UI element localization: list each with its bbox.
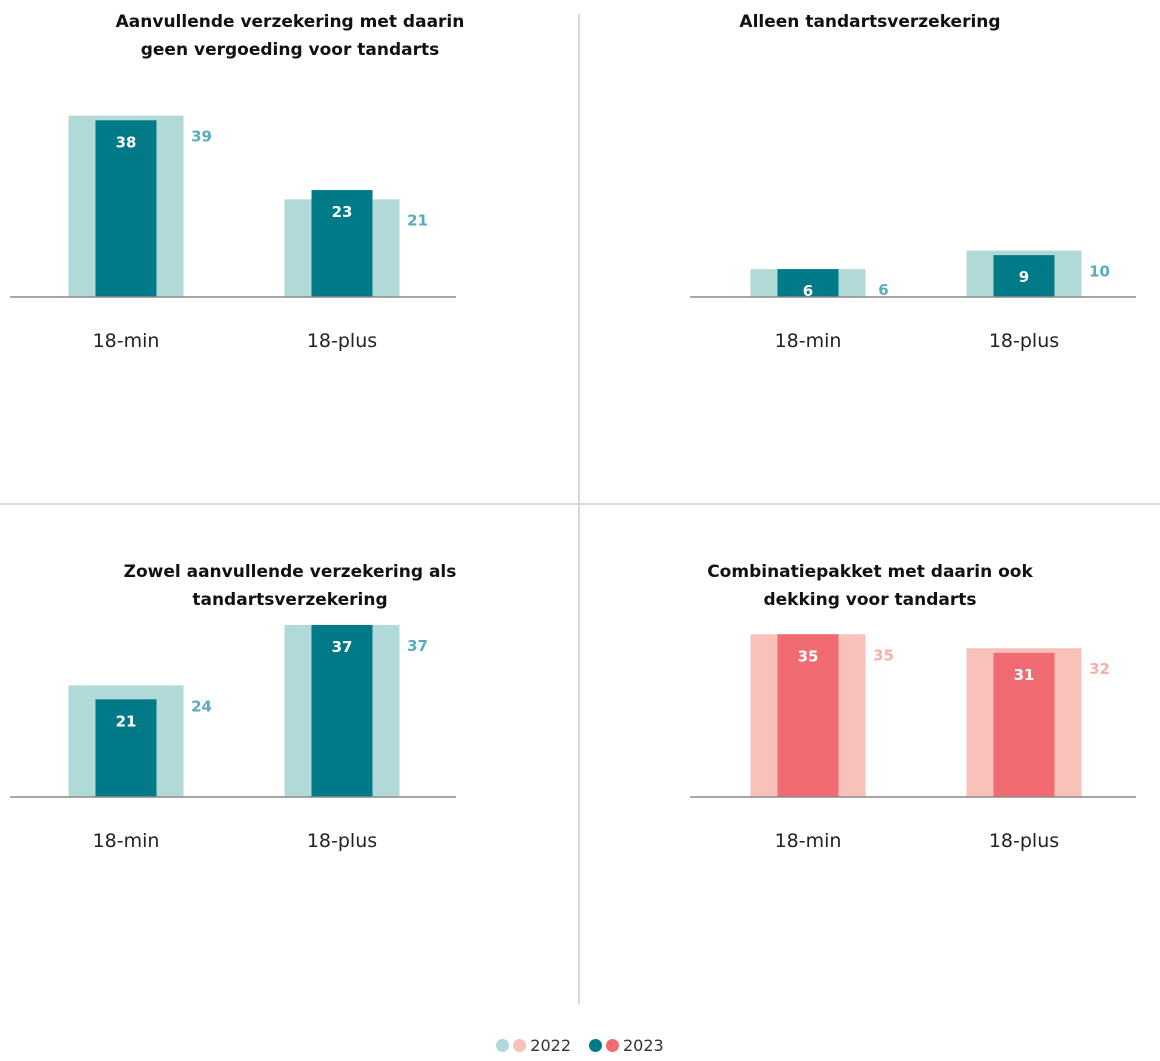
category-label: 18-plus bbox=[307, 330, 377, 352]
chart-title-line: Zowel aanvullende verzekering als bbox=[123, 562, 457, 582]
legend-label-2022: 2022 bbox=[530, 1035, 571, 1055]
bar-2023 bbox=[993, 255, 1055, 297]
bar-chart: 21 24 18-min 37 37 18-plus bbox=[10, 624, 456, 852]
category-label: 18-min bbox=[93, 830, 160, 852]
legend-dot-teal-2022 bbox=[496, 1038, 510, 1052]
chart-panel-4: Combinatiepakket met daarin ook dekking … bbox=[580, 500, 1160, 1000]
chart-title-line: Combinatiepakket met daarin ook bbox=[707, 562, 1033, 582]
legend-dot-teal-2023 bbox=[589, 1038, 602, 1052]
bar-2023 bbox=[777, 269, 839, 297]
horizontal-divider bbox=[0, 503, 1160, 505]
data-label-2023: 6 bbox=[803, 282, 813, 300]
data-label-2022: 39 bbox=[191, 128, 212, 146]
data-label-2022: 10 bbox=[1089, 263, 1110, 281]
legend-dot-red-2022 bbox=[513, 1038, 527, 1052]
chart-title-line: dekking voor tandarts bbox=[763, 590, 977, 610]
data-label-2022: 24 bbox=[191, 697, 212, 715]
data-label-2022: 21 bbox=[407, 211, 428, 229]
data-label-2023: 23 bbox=[332, 203, 353, 221]
data-label-2023: 35 bbox=[798, 647, 819, 665]
data-label-2022: 32 bbox=[1089, 660, 1110, 678]
bar-2023 bbox=[777, 634, 839, 797]
bar-2023 bbox=[95, 120, 157, 297]
data-label-2023: 37 bbox=[332, 638, 353, 656]
bar-2023 bbox=[311, 624, 373, 797]
data-label-2022: 37 bbox=[407, 637, 428, 655]
category-label: 18-min bbox=[93, 330, 160, 352]
chart-title-line: Alleen tandartsverzekering bbox=[739, 12, 1001, 32]
chart-title: Zowel aanvullende verzekering als tandar… bbox=[0, 558, 580, 614]
bar-chart: 38 39 18-min 23 21 18-plus bbox=[10, 115, 456, 352]
category-label: 18-plus bbox=[989, 330, 1059, 352]
data-label-2023: 38 bbox=[116, 133, 137, 151]
bar-2023 bbox=[95, 699, 157, 797]
category-label: 18-plus bbox=[989, 830, 1059, 852]
legend-item-2023: 2023 bbox=[589, 1036, 664, 1055]
legend-item-2022: 2022 bbox=[496, 1036, 571, 1055]
category-label: 18-min bbox=[775, 330, 842, 352]
category-label: 18-min bbox=[775, 830, 842, 852]
data-label-2023: 31 bbox=[1014, 666, 1035, 684]
data-label-2023: 21 bbox=[116, 712, 137, 730]
legend: 2022 2023 bbox=[0, 1033, 1160, 1057]
chart-title-line: tandartsverzekering bbox=[192, 590, 388, 610]
vertical-divider bbox=[578, 14, 580, 1004]
chart-title: Alleen tandartsverzekering bbox=[580, 8, 1160, 36]
category-label: 18-plus bbox=[307, 830, 377, 852]
chart-title-line: geen vergoeding voor tandarts bbox=[140, 40, 440, 60]
chart-title: Aanvullende verzekering met daarin geen … bbox=[0, 8, 580, 64]
chart-title-line: Aanvullende verzekering met daarin bbox=[115, 12, 465, 32]
chart-panel-3: Zowel aanvullende verzekering als tandar… bbox=[0, 500, 580, 1000]
legend-label-2023: 2023 bbox=[623, 1035, 664, 1055]
data-label-2023: 9 bbox=[1019, 268, 1029, 286]
chart-panel-2: Alleen tandartsverzekering 6 6 18-min 9 10 18… bbox=[580, 0, 1160, 500]
data-label-2022: 35 bbox=[873, 646, 894, 664]
chart-title: Combinatiepakket met daarin ook dekking … bbox=[580, 558, 1160, 614]
bar-chart: 6 6 18-min 9 10 18-plus bbox=[690, 250, 1136, 352]
legend-dot-red-2023 bbox=[606, 1038, 619, 1052]
data-label-2022: 6 bbox=[878, 281, 888, 299]
bar-2023 bbox=[311, 190, 373, 297]
bar-2023 bbox=[993, 652, 1055, 797]
bar-chart: 35 35 18-min 31 32 18-plus bbox=[690, 634, 1136, 852]
chart-panel-1: Aanvullende verzekering met daarin geen … bbox=[0, 0, 580, 500]
